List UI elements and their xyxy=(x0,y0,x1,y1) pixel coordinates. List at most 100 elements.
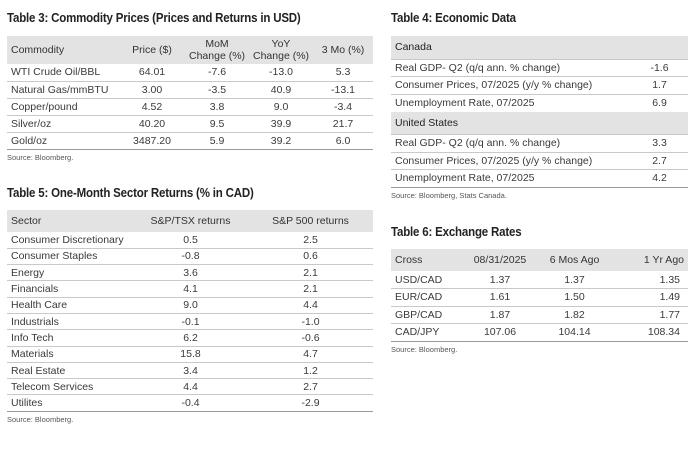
indicator-name: Unemployment Rate, 07/2025 xyxy=(391,93,631,112)
table3-header-cell: Price ($) xyxy=(119,36,185,64)
commodity-name: Natural Gas/mmBTU xyxy=(7,80,119,98)
currency-cross: USD/CAD xyxy=(395,273,443,286)
table3-commodity-prices: Commodity Price ($) MoM Change (%) YoY Change… xyxy=(7,36,373,150)
table3-header-text: Change (%) xyxy=(253,50,310,62)
sector-return: -0.1 xyxy=(133,312,248,330)
table3-header: Commodity Price ($) MoM Change (%) YoY Change… xyxy=(7,36,373,64)
exchange-rate: 1.49 xyxy=(612,288,688,306)
table6-header-cell: 1 Yr Ago xyxy=(612,249,688,271)
table5-title: Table 5: One-Month Sector Returns (% in … xyxy=(7,186,254,200)
currency-cross: CAD/JPY xyxy=(391,323,463,341)
table-row: Financials 4.1 2.1 xyxy=(7,280,373,298)
sector-return: 4.1 xyxy=(133,280,248,298)
sector-return: 3.4 xyxy=(133,361,248,379)
indicator-value: -1.6 xyxy=(631,58,688,77)
sector-return: 15.8 xyxy=(133,345,248,363)
indicator-name: Real GDP- Q2 (q/q ann. % change) xyxy=(391,58,631,77)
exchange-rate: 1.61 xyxy=(463,288,537,306)
table-row: USD/CAD 1.37 1.37 1.35 xyxy=(391,271,688,289)
commodity-name: WTI Crude Oil/BBL xyxy=(11,66,101,79)
indicator-value: 4.2 xyxy=(631,169,688,187)
section-header: United States xyxy=(391,111,688,135)
commodity-value: 3.00 xyxy=(119,80,185,98)
commodity-value: -13.0 xyxy=(269,66,293,79)
table4-economic-data: Canada Real GDP- Q2 (q/q ann. % change) -1… xyxy=(391,36,688,188)
sector-name: Real Estate xyxy=(7,361,133,379)
table3-header-cell: 3 Mo (%) xyxy=(313,36,373,64)
exchange-rate: 1.82 xyxy=(537,305,612,324)
table5-source: Source: Bloomberg. xyxy=(7,414,74,424)
commodity-value: 5.3 xyxy=(335,66,351,79)
commodity-value: 39.2 xyxy=(249,131,313,149)
commodity-value: 40.9 xyxy=(249,80,313,98)
table-row: Info Tech 6.2 -0.6 xyxy=(7,329,373,347)
indicator-name: Real GDP- Q2 (q/q ann. % change) xyxy=(391,134,631,152)
section-header-row: United States xyxy=(391,111,688,135)
sector-name: Health Care xyxy=(7,296,133,314)
exchange-rate: 108.34 xyxy=(612,323,688,341)
table6-exchange-rates: Cross 08/31/2025 6 Mos Ago 1 Yr Ago USD/CAD… xyxy=(391,249,688,342)
exchange-rate: 107.06 xyxy=(463,323,537,341)
exchange-rate: 1.77 xyxy=(612,305,688,324)
commodity-value: -7.6 xyxy=(207,66,227,79)
sector-return: 4.4 xyxy=(248,296,373,314)
commodity-name: Gold/oz xyxy=(7,131,119,149)
table-row: Consumer Staples -0.8 0.6 xyxy=(7,247,373,265)
commodity-value: 9.0 xyxy=(249,97,313,115)
sector-name: Consumer Staples xyxy=(7,247,133,265)
commodity-value: 6.0 xyxy=(313,131,373,149)
sector-name: Info Tech xyxy=(7,329,133,347)
indicator-value: 6.9 xyxy=(631,93,688,112)
sector-return: 0.5 xyxy=(183,233,198,246)
commodity-value: 3.8 xyxy=(185,97,249,115)
exchange-rate: 1.50 xyxy=(537,288,612,306)
sector-name: Utilites xyxy=(7,394,133,412)
indicator-name: Unemployment Rate, 07/2025 xyxy=(391,169,631,187)
sector-return: 2.5 xyxy=(303,233,318,246)
table5-header-cell: S&P/TSX returns xyxy=(133,210,248,232)
sector-return: 2.1 xyxy=(248,280,373,298)
table6-title: Table 6: Exchange Rates xyxy=(391,225,522,239)
table3-header-text: YoY xyxy=(271,38,291,50)
table3-header-cell: YoY Change (%) xyxy=(249,36,313,64)
table3-title: Table 3: Commodity Prices (Prices and Re… xyxy=(7,11,301,25)
table-row: Health Care 9.0 4.4 xyxy=(7,296,373,314)
table-row: Real GDP- Q2 (q/q ann. % change) 3.3 xyxy=(391,134,688,152)
table6-header: Cross 08/31/2025 6 Mos Ago 1 Yr Ago xyxy=(391,249,688,271)
table-row: Consumer Prices, 07/2025 (y/y % change) 2… xyxy=(391,151,688,170)
sector-return: -0.4 xyxy=(133,394,248,412)
currency-cross: GBP/CAD xyxy=(391,305,463,324)
commodity-value: 40.20 xyxy=(119,114,185,132)
table3-header-text: 3 Mo (%) xyxy=(321,44,365,56)
indicator-value: 1.7 xyxy=(631,76,688,94)
table-row: Gold/oz 3487.20 5.9 39.2 6.0 xyxy=(7,131,373,149)
commodity-name: Silver/oz xyxy=(7,114,119,132)
table4-title: Table 4: Economic Data xyxy=(391,11,516,25)
table3-panel: Table 3: Commodity Prices (Prices and Re… xyxy=(7,9,373,163)
table6-body: USD/CAD 1.37 1.37 1.35 EUR/CAD 1.61 1.50 1.49 GB… xyxy=(391,271,688,341)
table3-header-cell: Commodity xyxy=(7,36,119,64)
exchange-rate: 1.35 xyxy=(659,273,680,286)
sector-return: 1.2 xyxy=(248,361,373,379)
table3-source: Source: Bloomberg. xyxy=(7,152,74,162)
sector-return: -2.9 xyxy=(248,394,373,412)
table-row: Industrials -0.1 -1.0 xyxy=(7,312,373,330)
table-row: Real Estate 3.4 1.2 xyxy=(7,361,373,379)
commodity-value: 3487.20 xyxy=(119,131,185,149)
sector-return: 6.2 xyxy=(133,329,248,347)
table-row: Consumer Discretionary 0.5 2.5 xyxy=(7,232,373,248)
table3-header-text: MoM xyxy=(205,38,229,50)
commodity-value: -3.4 xyxy=(313,97,373,115)
table3-header-cell: MoM Change (%) xyxy=(185,36,249,64)
commodity-value: 5.9 xyxy=(185,131,249,149)
table3-body: WTI Crude Oil/BBL 64.01 -7.6 -13.0 5.3 Natura… xyxy=(7,64,373,149)
sector-return: -1.0 xyxy=(248,312,373,330)
table-row: Unemployment Rate, 07/2025 6.9 xyxy=(391,93,688,112)
sector-name: Materials xyxy=(7,345,133,363)
table4-body: Canada Real GDP- Q2 (q/q ann. % change) -1… xyxy=(391,36,688,187)
sector-return: 0.6 xyxy=(248,247,373,265)
sector-return: -0.6 xyxy=(248,329,373,347)
sector-return: 4.4 xyxy=(133,378,248,395)
indicator-name: Consumer Prices, 07/2025 (y/y % change) xyxy=(391,151,631,170)
currency-cross: EUR/CAD xyxy=(391,288,463,306)
